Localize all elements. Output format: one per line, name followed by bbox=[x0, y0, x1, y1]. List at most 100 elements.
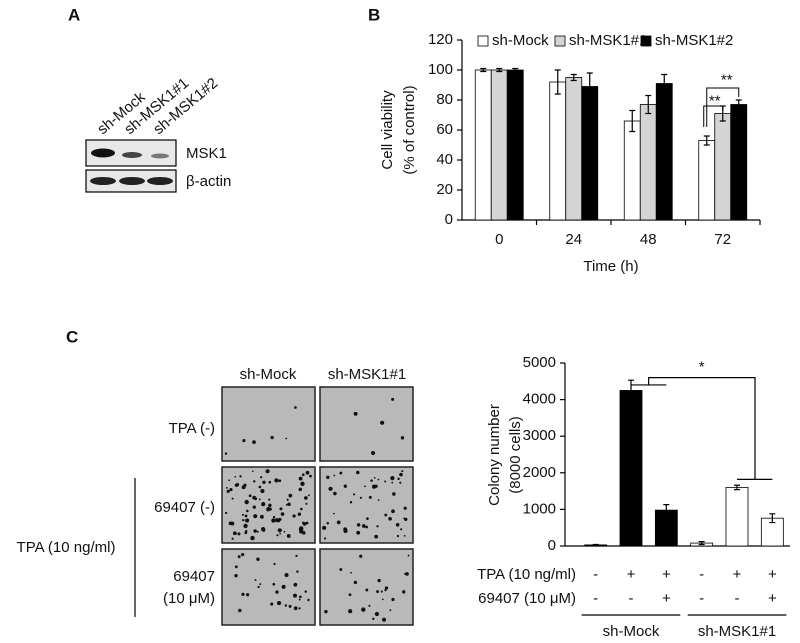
row-label: 69407 bbox=[173, 568, 215, 585]
colony bbox=[285, 504, 288, 506]
colony bbox=[284, 573, 289, 578]
colony bbox=[225, 511, 228, 515]
bar bbox=[725, 487, 749, 547]
colony bbox=[226, 489, 230, 493]
colony bbox=[244, 499, 249, 505]
colony bbox=[361, 607, 366, 612]
colony bbox=[281, 584, 286, 589]
colony bbox=[395, 522, 400, 527]
colony bbox=[238, 608, 242, 613]
colony bbox=[400, 436, 405, 440]
group-label: TPA (10 ng/ml) bbox=[17, 539, 116, 556]
colony bbox=[365, 588, 369, 592]
error-bar bbox=[512, 67, 519, 73]
bar bbox=[714, 113, 732, 221]
colony bbox=[270, 602, 274, 606]
error-bar bbox=[734, 484, 740, 491]
colony bbox=[300, 481, 305, 486]
column-label: sh-MSK1#1 bbox=[328, 366, 406, 383]
colony bbox=[229, 488, 233, 492]
colony bbox=[245, 529, 248, 533]
y-axis-label: (8000 cells) bbox=[507, 416, 524, 494]
x-tick-label: 0 bbox=[495, 231, 503, 248]
colony bbox=[355, 470, 360, 475]
condition-label: 69407 (10 μM) bbox=[478, 590, 576, 607]
colony bbox=[384, 480, 387, 483]
colony bbox=[405, 572, 409, 576]
colony bbox=[322, 525, 327, 530]
colony bbox=[225, 486, 228, 489]
row-label: 69407 (-) bbox=[154, 499, 215, 516]
colony bbox=[298, 598, 301, 601]
colony bbox=[365, 525, 368, 529]
colony-well bbox=[319, 548, 414, 626]
colony bbox=[339, 471, 343, 475]
colony bbox=[275, 590, 279, 594]
y-axis-label: (% of control) bbox=[401, 85, 418, 174]
colony bbox=[298, 476, 303, 481]
colony bbox=[268, 498, 271, 501]
colony bbox=[232, 531, 237, 536]
y-axis-label: Cell viability bbox=[379, 90, 396, 170]
y-tick-label: 1000 bbox=[523, 500, 556, 517]
colony bbox=[278, 479, 282, 483]
x-tick-label: 72 bbox=[714, 231, 731, 248]
colony bbox=[353, 493, 356, 496]
bar bbox=[623, 120, 641, 221]
colony bbox=[279, 532, 281, 535]
colony bbox=[328, 486, 333, 491]
band bbox=[91, 148, 115, 158]
colony bbox=[286, 498, 289, 501]
bar bbox=[655, 83, 673, 221]
panel-label: B bbox=[368, 5, 380, 24]
colony bbox=[368, 604, 371, 607]
band bbox=[90, 177, 116, 185]
colony bbox=[397, 477, 400, 481]
colony bbox=[384, 513, 388, 517]
legend-swatch bbox=[554, 35, 566, 47]
colony bbox=[253, 480, 256, 483]
bar bbox=[549, 81, 567, 221]
colony bbox=[399, 481, 402, 484]
error-bar bbox=[586, 72, 593, 101]
colony-well bbox=[319, 466, 414, 544]
colony bbox=[270, 435, 274, 440]
colony bbox=[377, 478, 380, 481]
colony bbox=[399, 472, 403, 477]
colony bbox=[374, 534, 379, 539]
colony bbox=[333, 474, 336, 477]
colony bbox=[339, 568, 343, 571]
colony bbox=[252, 505, 256, 509]
y-tick-label: 3000 bbox=[523, 427, 556, 444]
colony bbox=[297, 512, 302, 516]
x-axis-label: Time (h) bbox=[583, 258, 638, 275]
colony bbox=[231, 497, 234, 500]
colony bbox=[260, 514, 264, 519]
condition-value: - bbox=[699, 566, 704, 583]
colony bbox=[283, 530, 286, 533]
bar bbox=[506, 69, 524, 221]
colony bbox=[256, 557, 260, 561]
significance-bracket bbox=[703, 105, 724, 127]
colony bbox=[298, 595, 302, 599]
colony bbox=[377, 578, 381, 583]
colony bbox=[285, 437, 288, 440]
colony bbox=[294, 406, 297, 409]
condition-value: - bbox=[593, 590, 598, 607]
colony bbox=[305, 470, 310, 475]
legend-label: sh-MSK1#1 bbox=[569, 32, 647, 49]
error-bar bbox=[769, 513, 776, 524]
colony bbox=[353, 580, 358, 585]
colony bbox=[293, 593, 298, 598]
significance-bracket bbox=[706, 87, 740, 127]
colony bbox=[301, 473, 305, 477]
colony bbox=[278, 517, 282, 521]
colony bbox=[359, 496, 362, 499]
colony bbox=[228, 479, 231, 482]
y-tick-label: 5000 bbox=[523, 354, 556, 371]
colony bbox=[300, 507, 303, 511]
colony bbox=[304, 496, 308, 500]
colony bbox=[266, 507, 270, 512]
bar bbox=[639, 104, 657, 221]
